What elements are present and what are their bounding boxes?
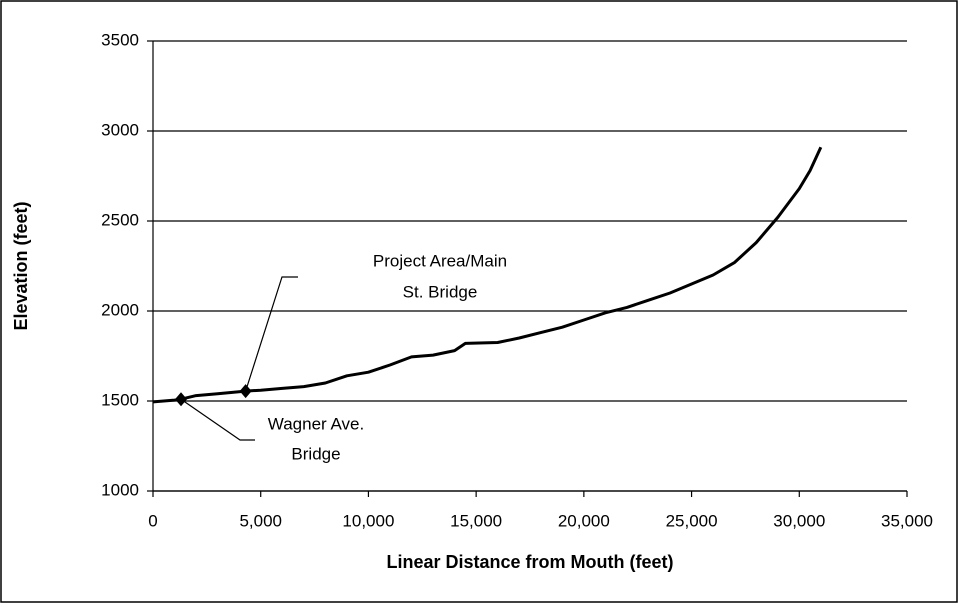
- x-tick-label: 35,000: [881, 511, 933, 530]
- y-tick-label: 3500: [101, 30, 139, 49]
- data-line: [152, 146, 823, 404]
- x-tick-label: 20,000: [558, 511, 610, 530]
- y-tick-label: 3000: [101, 120, 139, 139]
- x-tick-label: 25,000: [666, 511, 718, 530]
- leader-line: [245, 276, 298, 392]
- marker: [239, 384, 252, 399]
- x-axis-title: Linear Distance from Mouth (feet): [386, 552, 673, 572]
- y-axis-title: Elevation (feet): [11, 201, 31, 330]
- x-tick-label: 15,000: [450, 511, 502, 530]
- x-tick-label: 5,000: [239, 511, 282, 530]
- x-tick-label: 10,000: [342, 511, 394, 530]
- x-tick-label: 0: [148, 511, 157, 530]
- leader-line: [180, 398, 255, 441]
- y-tick-label: 1500: [101, 390, 139, 409]
- y-tick-label: 2500: [101, 210, 139, 229]
- annotation-text: Bridge: [291, 444, 340, 463]
- x-tick-label: 30,000: [773, 511, 825, 530]
- marker: [175, 392, 188, 407]
- annotation-text: Project Area/Main: [373, 251, 507, 270]
- annotation-text: Wagner Ave.: [268, 414, 364, 433]
- y-tick-label: 1000: [101, 480, 139, 499]
- annotation-text: St. Bridge: [403, 282, 478, 301]
- y-tick-label: 2000: [101, 300, 139, 319]
